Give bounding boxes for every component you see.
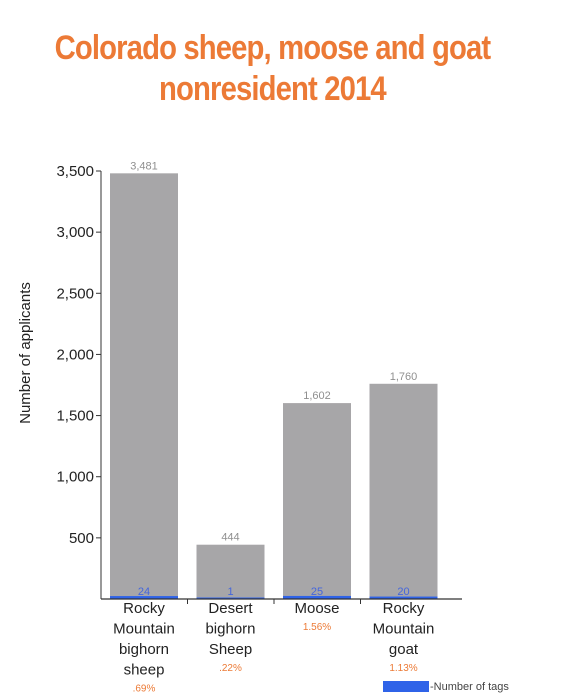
applicants-bar [369,383,438,599]
applicants-value-label: 444 [221,532,239,544]
y-tick-label: 1,000 [56,469,94,486]
category-label: Mountain [113,621,175,638]
category-label: bighorn [205,621,255,638]
applicants-bar [283,403,351,599]
applicants-bar [196,544,265,599]
chart-title-line-2: nonresident 2014 [159,70,387,108]
category-label: Moose [294,600,339,617]
y-tick-label: 3,000 [56,224,94,241]
legend-swatch [383,681,429,692]
legend-label: -Number of tags [430,681,509,693]
applicants-value-label: 1,760 [390,371,418,383]
tags-value-label: 25 [311,586,323,598]
tags-bar [196,597,265,599]
y-tick-label: 1,500 [56,408,94,425]
y-tick-label: 2,500 [56,285,94,302]
category-label: Desert [208,600,253,617]
y-axis-title: Number of applicants [17,282,34,424]
category-label: bighorn [119,641,169,658]
applicants-value-label: 3,481 [130,160,158,172]
y-tick-label: 3,500 [56,163,94,180]
tags-value-label: 24 [138,586,150,598]
percent-label: .22% [219,663,242,674]
tags-value-label: 1 [227,586,233,598]
y-tick-label: 500 [69,530,94,547]
percent-label: 1.13% [389,663,417,674]
category-label: goat [389,641,419,658]
category-label: sheep [124,662,165,679]
tags-bar [369,596,438,599]
percent-label: 1.56% [303,622,331,633]
applicants-bar [110,173,178,599]
category-label: Rocky [383,600,425,617]
chart-title-line-1: Colorado sheep, moose and goat [54,29,491,67]
tags-value-label: 20 [397,586,409,598]
percent-label: .69% [133,684,156,695]
category-label: Mountain [373,621,435,638]
tags-bar [110,596,178,599]
category-label: Rocky [123,600,165,617]
tags-bar [283,595,351,599]
category-label: Sheep [209,641,252,658]
applicants-value-label: 1,602 [303,390,331,402]
chart-title: Colorado sheep, moose and goat nonreside… [38,28,507,110]
y-tick-label: 2,000 [56,346,94,363]
